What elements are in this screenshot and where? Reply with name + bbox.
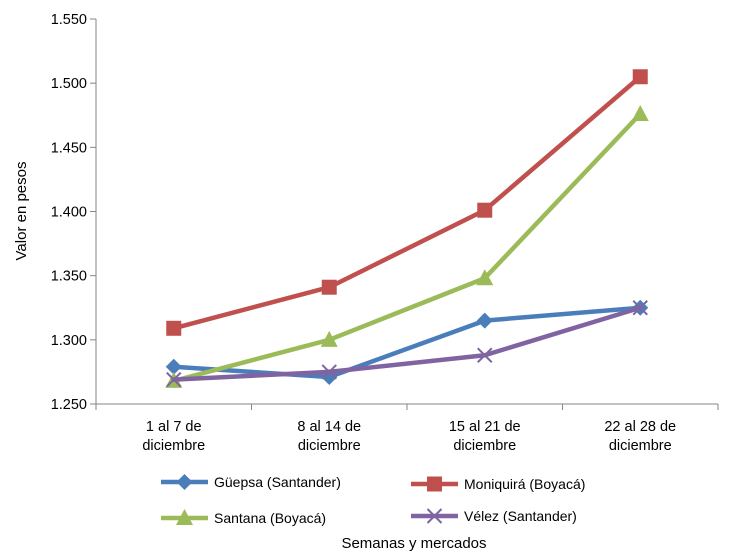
legend-item: Vélez (Santander) <box>411 508 577 524</box>
data-point-marker <box>427 476 442 492</box>
legend-label: Vélez (Santander) <box>464 508 577 524</box>
y-tick-label: 1.250 <box>51 397 87 413</box>
y-tick-label: 1.500 <box>51 76 87 92</box>
data-point-marker <box>476 269 494 286</box>
x-tick-label: 1 al 7 de diciembre <box>142 419 205 454</box>
legend-item: Güepsa (Santander) <box>161 474 341 490</box>
legend-label: Güepsa (Santander) <box>214 474 341 490</box>
series-4 <box>166 300 648 388</box>
y-tick-labels: 1.250 1.300 1.350 1.400 1.450 1.500 1.550 <box>51 12 96 413</box>
x-tick-label: 15 al 21 de diciembre <box>449 419 521 454</box>
y-tick-label: 1.300 <box>51 333 87 349</box>
y-tick-label: 1.350 <box>51 269 87 285</box>
legend-label: Santana (Boyacá) <box>214 510 326 526</box>
x-tick-label: 22 al 28 de diciembre <box>604 419 676 454</box>
x-tick-labels: 1 al 7 de diciembre 8 al 14 de diciembre 15 … <box>95 404 719 454</box>
x-tick-label: 8 al 14 de diciembre <box>297 419 361 454</box>
data-point-marker <box>476 312 493 329</box>
data-point-marker <box>165 358 182 375</box>
data-point-marker <box>176 474 193 490</box>
series-group <box>165 69 649 388</box>
series-line <box>171 74 643 331</box>
legend-item: Moniquirá (Boyacá) <box>411 476 585 492</box>
series-line <box>171 305 643 382</box>
data-point-marker <box>426 508 443 524</box>
legend-label: Moniquirá (Boyacá) <box>464 476 585 492</box>
y-axis-title: Valor en pesos <box>13 162 30 261</box>
data-point-marker <box>321 364 337 380</box>
data-point-marker <box>320 330 338 347</box>
series-line <box>171 111 643 384</box>
data-point-marker <box>477 202 493 218</box>
data-point-marker <box>477 347 493 363</box>
y-tick-label: 1.400 <box>51 205 87 221</box>
legend: Güepsa (Santander) Moniquirá (Boyacá) Sant… <box>161 474 585 526</box>
x-axis-title: Semanas y mercados <box>341 535 486 552</box>
y-tick-label: 1.550 <box>51 12 87 28</box>
data-point-marker <box>632 300 648 316</box>
y-tick-label: 1.450 <box>51 140 87 156</box>
data-point-marker <box>176 509 193 525</box>
series-2 <box>166 69 648 336</box>
data-point-marker <box>166 320 182 336</box>
chart-axes <box>95 19 718 405</box>
series-line <box>171 305 643 380</box>
data-point-marker <box>166 371 182 388</box>
data-point-marker <box>631 104 649 121</box>
data-point-marker <box>321 279 337 295</box>
data-point-marker <box>632 69 648 85</box>
legend-item: Santana (Boyacá) <box>161 509 326 526</box>
